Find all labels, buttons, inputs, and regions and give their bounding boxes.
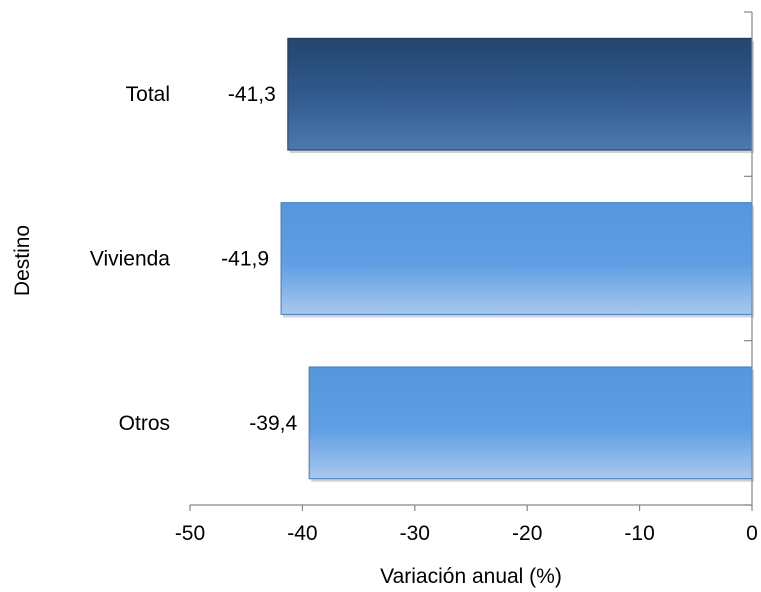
x-ticks: -50 -40 -30 -20 -10 0 — [175, 505, 758, 545]
bar-vivienda — [280, 202, 753, 315]
category-label: Vivienda — [90, 248, 170, 271]
data-label: -39,4 — [249, 412, 297, 435]
y-axis-title: Destino — [11, 225, 34, 296]
data-label: -41,3 — [228, 83, 276, 106]
x-tick-label: -40 — [287, 522, 317, 545]
x-tick-label: -10 — [624, 522, 654, 545]
x-tick-label: -30 — [400, 522, 430, 545]
bars — [280, 37, 754, 482]
x-tick-label: -20 — [512, 522, 542, 545]
category-label: Otros — [119, 412, 170, 435]
x-tick-label: -50 — [175, 522, 205, 545]
x-axis-title: Variación anual (%) — [380, 565, 562, 588]
x-tick-label: 0 — [746, 522, 758, 545]
axes — [190, 12, 753, 506]
data-labels: -41,3 -41,9 -39,4 — [221, 83, 297, 435]
bar-total — [287, 37, 753, 151]
data-label: -41,9 — [221, 248, 269, 271]
category-labels: Total Vivienda Otros — [90, 83, 170, 435]
y-ticks — [744, 11, 752, 506]
bar-otros — [308, 366, 753, 480]
category-label: Total — [126, 83, 170, 106]
